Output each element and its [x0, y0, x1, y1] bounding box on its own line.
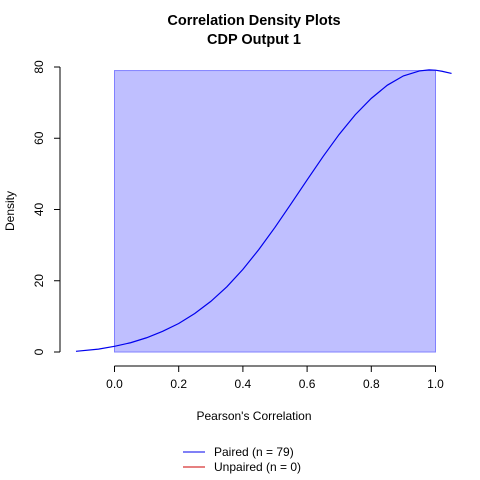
- y-axis-title: Density: [3, 191, 17, 231]
- x-tick-label: 1.0: [427, 377, 444, 391]
- x-tick-label: 0.6: [299, 377, 316, 391]
- x-axis: 0.0 0.2 0.4 0.6 0.8 1.0: [106, 365, 444, 391]
- x-tick-label: 0.8: [363, 377, 380, 391]
- legend: Paired (n = 79) Unpaired (n = 0): [183, 445, 301, 474]
- x-axis-title: Pearson's Correlation: [196, 409, 311, 423]
- x-tick-label: 0.0: [106, 377, 123, 391]
- shaded-region: [114, 70, 436, 353]
- y-axis: 0 20 40 60 80: [32, 60, 61, 355]
- chart-subtitle: CDP Output 1: [207, 32, 301, 48]
- y-tick-label: 0: [32, 348, 46, 355]
- legend-label-unpaired: Unpaired (n = 0): [214, 460, 301, 474]
- y-tick-label: 20: [32, 274, 46, 288]
- plot-area: [75, 69, 452, 353]
- series-line-paired: [75, 69, 452, 352]
- x-tick-label: 0.4: [235, 377, 252, 391]
- y-tick-label: 80: [32, 60, 46, 74]
- legend-label-paired: Paired (n = 79): [214, 445, 294, 459]
- x-tick-label: 0.2: [170, 377, 187, 391]
- y-tick-label: 60: [32, 131, 46, 145]
- y-tick-label: 40: [32, 203, 46, 217]
- chart-title: Correlation Density Plots: [167, 13, 340, 29]
